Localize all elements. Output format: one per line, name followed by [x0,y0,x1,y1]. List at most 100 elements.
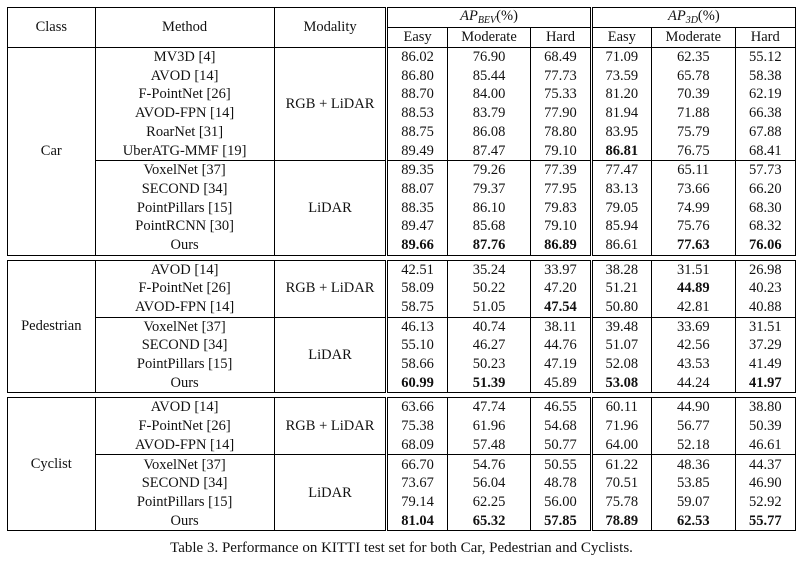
method-cell: VoxelNet [37] [94,316,275,337]
bev-hard-cell: 33.97 [530,259,593,280]
table-row: RoarNet [31] 88.75 86.08 78.80 83.95 75.79 67.… [8,122,797,142]
ap3d-moderate-cell: 59.07 [651,492,736,512]
ap3d-easy-cell: 51.07 [590,336,653,355]
ap3d-hard-cell: 26.98 [734,259,797,280]
bev-moderate-cell: 85.68 [446,217,532,236]
best-value: 76.06 [748,236,782,253]
bev-easy-cell: 88.70 [386,85,448,105]
header-ap-3d: AP3D(%) [590,7,797,28]
results-table: Class Method Modality APBEV(%) AP3D(%) E… [7,7,797,532]
table-row: AVOD-FPN [14] 88.53 83.79 77.90 81.94 71.88 66… [8,104,797,123]
ap-3d-label: AP [667,8,686,24]
bev-easy-cell: 89.35 [386,160,448,180]
bev-hard-cell: 45.89 [530,373,593,394]
ap3d-hard-cell: 37.29 [734,336,797,355]
method-cell: SECOND [34] [94,179,275,199]
ap3d-easy-cell: 86.81 [590,141,653,161]
modality-cell: LiDAR [273,454,389,532]
ap3d-moderate-cell: 56.77 [651,417,736,436]
bev-moderate-cell: 84.00 [446,85,532,105]
ap3d-easy-cell: 53.08 [590,373,653,394]
bev-moderate-cell: 79.26 [446,160,532,180]
best-value: 86.81 [605,142,639,159]
table-header: Class Method Modality APBEV(%) AP3D(%) E… [7,7,797,48]
ap3d-hard-cell: 46.61 [734,435,797,455]
table-row: F-PointNet [26] 88.70 84.00 75.33 81.20 70.39… [8,85,797,105]
ap3d-moderate-cell: 31.51 [651,259,736,280]
ap3d-moderate-cell: 44.24 [651,373,736,394]
bev-hard-cell: 47.20 [530,279,593,298]
ap3d-easy-cell: 75.78 [590,492,653,512]
ap3d-hard-cell: 55.77 [734,511,797,532]
bev-moderate-cell: 57.48 [446,435,532,455]
method-cell: PointRCNN [30] [94,217,275,236]
class-cell: Car [7,47,96,256]
method-cell: SECOND [34] [94,336,275,355]
bev-easy-cell: 86.80 [386,66,448,86]
ap3d-hard-cell: 68.41 [734,141,797,161]
method-cell: AVOD [14] [94,397,275,418]
bev-easy-cell: 86.02 [386,46,448,67]
best-value: 89.66 [401,236,434,253]
ap-bev-subscript: BEV [477,15,497,26]
header-class: Class [7,7,96,48]
bev-hard-cell: 77.39 [530,160,593,180]
method-cell: RoarNet [31] [94,122,275,142]
ap-3d-subscript: 3D [685,15,698,26]
method-cell: F-PointNet [26] [94,85,275,105]
bev-hard-cell: 48.78 [530,474,593,493]
table-row: SECOND [34] 55.10 46.27 44.76 51.07 42.56 37.2… [8,336,797,355]
bev-easy-cell: 58.09 [386,279,448,298]
modality-cell: RGB + LiDAR [273,46,389,162]
ap3d-easy-cell: 73.59 [590,66,653,86]
ap3d-moderate-cell: 43.53 [651,355,736,374]
method-cell: SECOND [34] [94,474,275,493]
bev-easy-cell: 79.14 [386,492,448,512]
best-value: 77.63 [676,236,710,253]
table-row: F-PointNet [26] 58.09 50.22 47.20 51.21 44.89… [8,279,797,298]
ap3d-moderate-cell: 75.76 [651,217,736,236]
bev-moderate-cell: 47.74 [446,397,532,418]
header-bev-easy: Easy [386,27,448,48]
best-value: 81.04 [401,512,434,529]
method-cell: Ours [94,235,275,256]
bev-easy-cell: 89.66 [386,235,448,256]
bev-easy-cell: 88.07 [386,179,448,199]
bev-easy-cell: 55.10 [386,336,448,355]
bev-hard-cell: 79.83 [530,198,593,218]
bev-moderate-cell: 46.27 [446,336,532,355]
ap3d-easy-cell: 71.09 [590,46,653,67]
method-cell: Ours [94,511,275,532]
ap-bev-label: AP [460,8,478,24]
ap3d-hard-cell: 40.23 [734,279,797,298]
method-cell: AVOD-FPN [14] [94,104,275,123]
bev-hard-cell: 79.10 [530,217,593,236]
best-value: 65.32 [472,512,506,529]
ap3d-moderate-cell: 33.69 [651,316,736,337]
method-cell: F-PointNet [26] [94,279,275,298]
table-row: Ours 81.04 65.32 57.85 78.89 62.53 55.77 [8,511,797,532]
header-bev-moderate: Moderate [446,27,532,48]
bev-hard-cell: 77.90 [530,104,593,123]
bev-moderate-cell: 61.96 [446,417,532,436]
ap3d-hard-cell: 57.73 [734,160,797,180]
ap3d-moderate-cell: 76.75 [651,141,736,161]
table-row: Pedestrian AVOD [14] RGB + LiDAR 42.51 35.24… [7,259,797,394]
best-value: 47.54 [544,299,577,316]
bev-hard-cell: 44.76 [530,336,593,355]
bev-hard-cell: 38.11 [530,316,593,337]
bev-moderate-cell: 86.08 [446,122,532,142]
table-row: AVOD-FPN [14] 68.09 57.48 50.77 64.00 52.18 46… [8,435,797,455]
bev-moderate-cell: 76.90 [446,46,532,67]
class-cell: Cyclist [7,397,96,532]
table-row: Ours 60.99 51.39 45.89 53.08 44.24 41.97 [8,373,797,394]
ap3d-moderate-cell: 65.78 [651,66,736,86]
bev-moderate-cell: 83.79 [446,104,532,123]
bev-moderate-cell: 87.76 [446,235,532,256]
bev-hard-cell: 47.54 [530,297,593,318]
table-row: PointRCNN [30] 89.47 85.68 79.10 85.94 75.76 6… [8,217,797,236]
header-3d-easy: Easy [590,27,653,48]
ap3d-moderate-cell: 70.39 [651,85,736,105]
header-method: Method [94,7,275,48]
header-ap-bev: APBEV(%) [386,7,593,28]
